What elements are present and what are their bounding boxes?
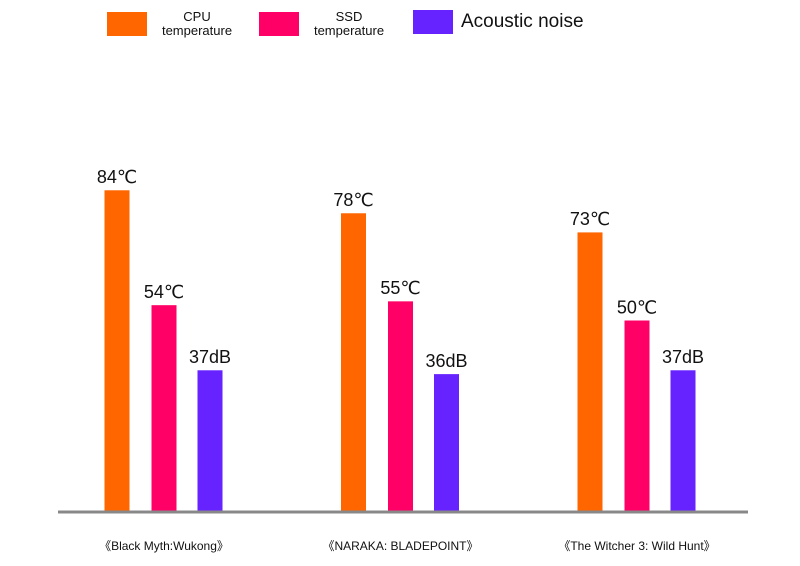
x-tick-label: 《NARAKA: BLADEPOINT》 bbox=[322, 539, 478, 553]
x-tick-label: 《Black Myth:Wukong》 bbox=[99, 539, 229, 553]
legend-item: CPU temperature bbox=[107, 10, 239, 38]
bar bbox=[577, 232, 603, 512]
legend-label: SSD temperature bbox=[313, 9, 385, 38]
bar bbox=[151, 305, 177, 512]
legend-label: Acoustic noise bbox=[461, 11, 584, 32]
bar bbox=[341, 213, 366, 512]
legend-item: SSD temperature bbox=[259, 10, 391, 38]
bar bbox=[434, 374, 459, 512]
bar bbox=[624, 320, 650, 512]
legend-item: Acoustic noise bbox=[413, 10, 584, 34]
value-label: 55℃ bbox=[380, 278, 420, 298]
x-tick-label: 《The Witcher 3: Wild Hunt》 bbox=[558, 539, 715, 553]
legend-label: CPU temperature bbox=[161, 9, 233, 38]
value-label: 78℃ bbox=[333, 190, 373, 210]
value-label: 84℃ bbox=[97, 167, 137, 187]
legend-swatch bbox=[259, 12, 299, 36]
bar bbox=[104, 190, 130, 512]
value-label: 36dB bbox=[425, 351, 467, 371]
value-label: 37dB bbox=[662, 347, 704, 367]
bar bbox=[670, 370, 696, 512]
value-label: 37dB bbox=[189, 347, 231, 367]
value-label: 50℃ bbox=[617, 297, 657, 317]
legend-swatch bbox=[413, 10, 453, 34]
value-label: 54℃ bbox=[144, 282, 184, 302]
bar bbox=[197, 370, 223, 512]
value-label: 73℃ bbox=[570, 209, 610, 229]
legend-swatch bbox=[107, 12, 147, 36]
bar bbox=[388, 301, 413, 512]
